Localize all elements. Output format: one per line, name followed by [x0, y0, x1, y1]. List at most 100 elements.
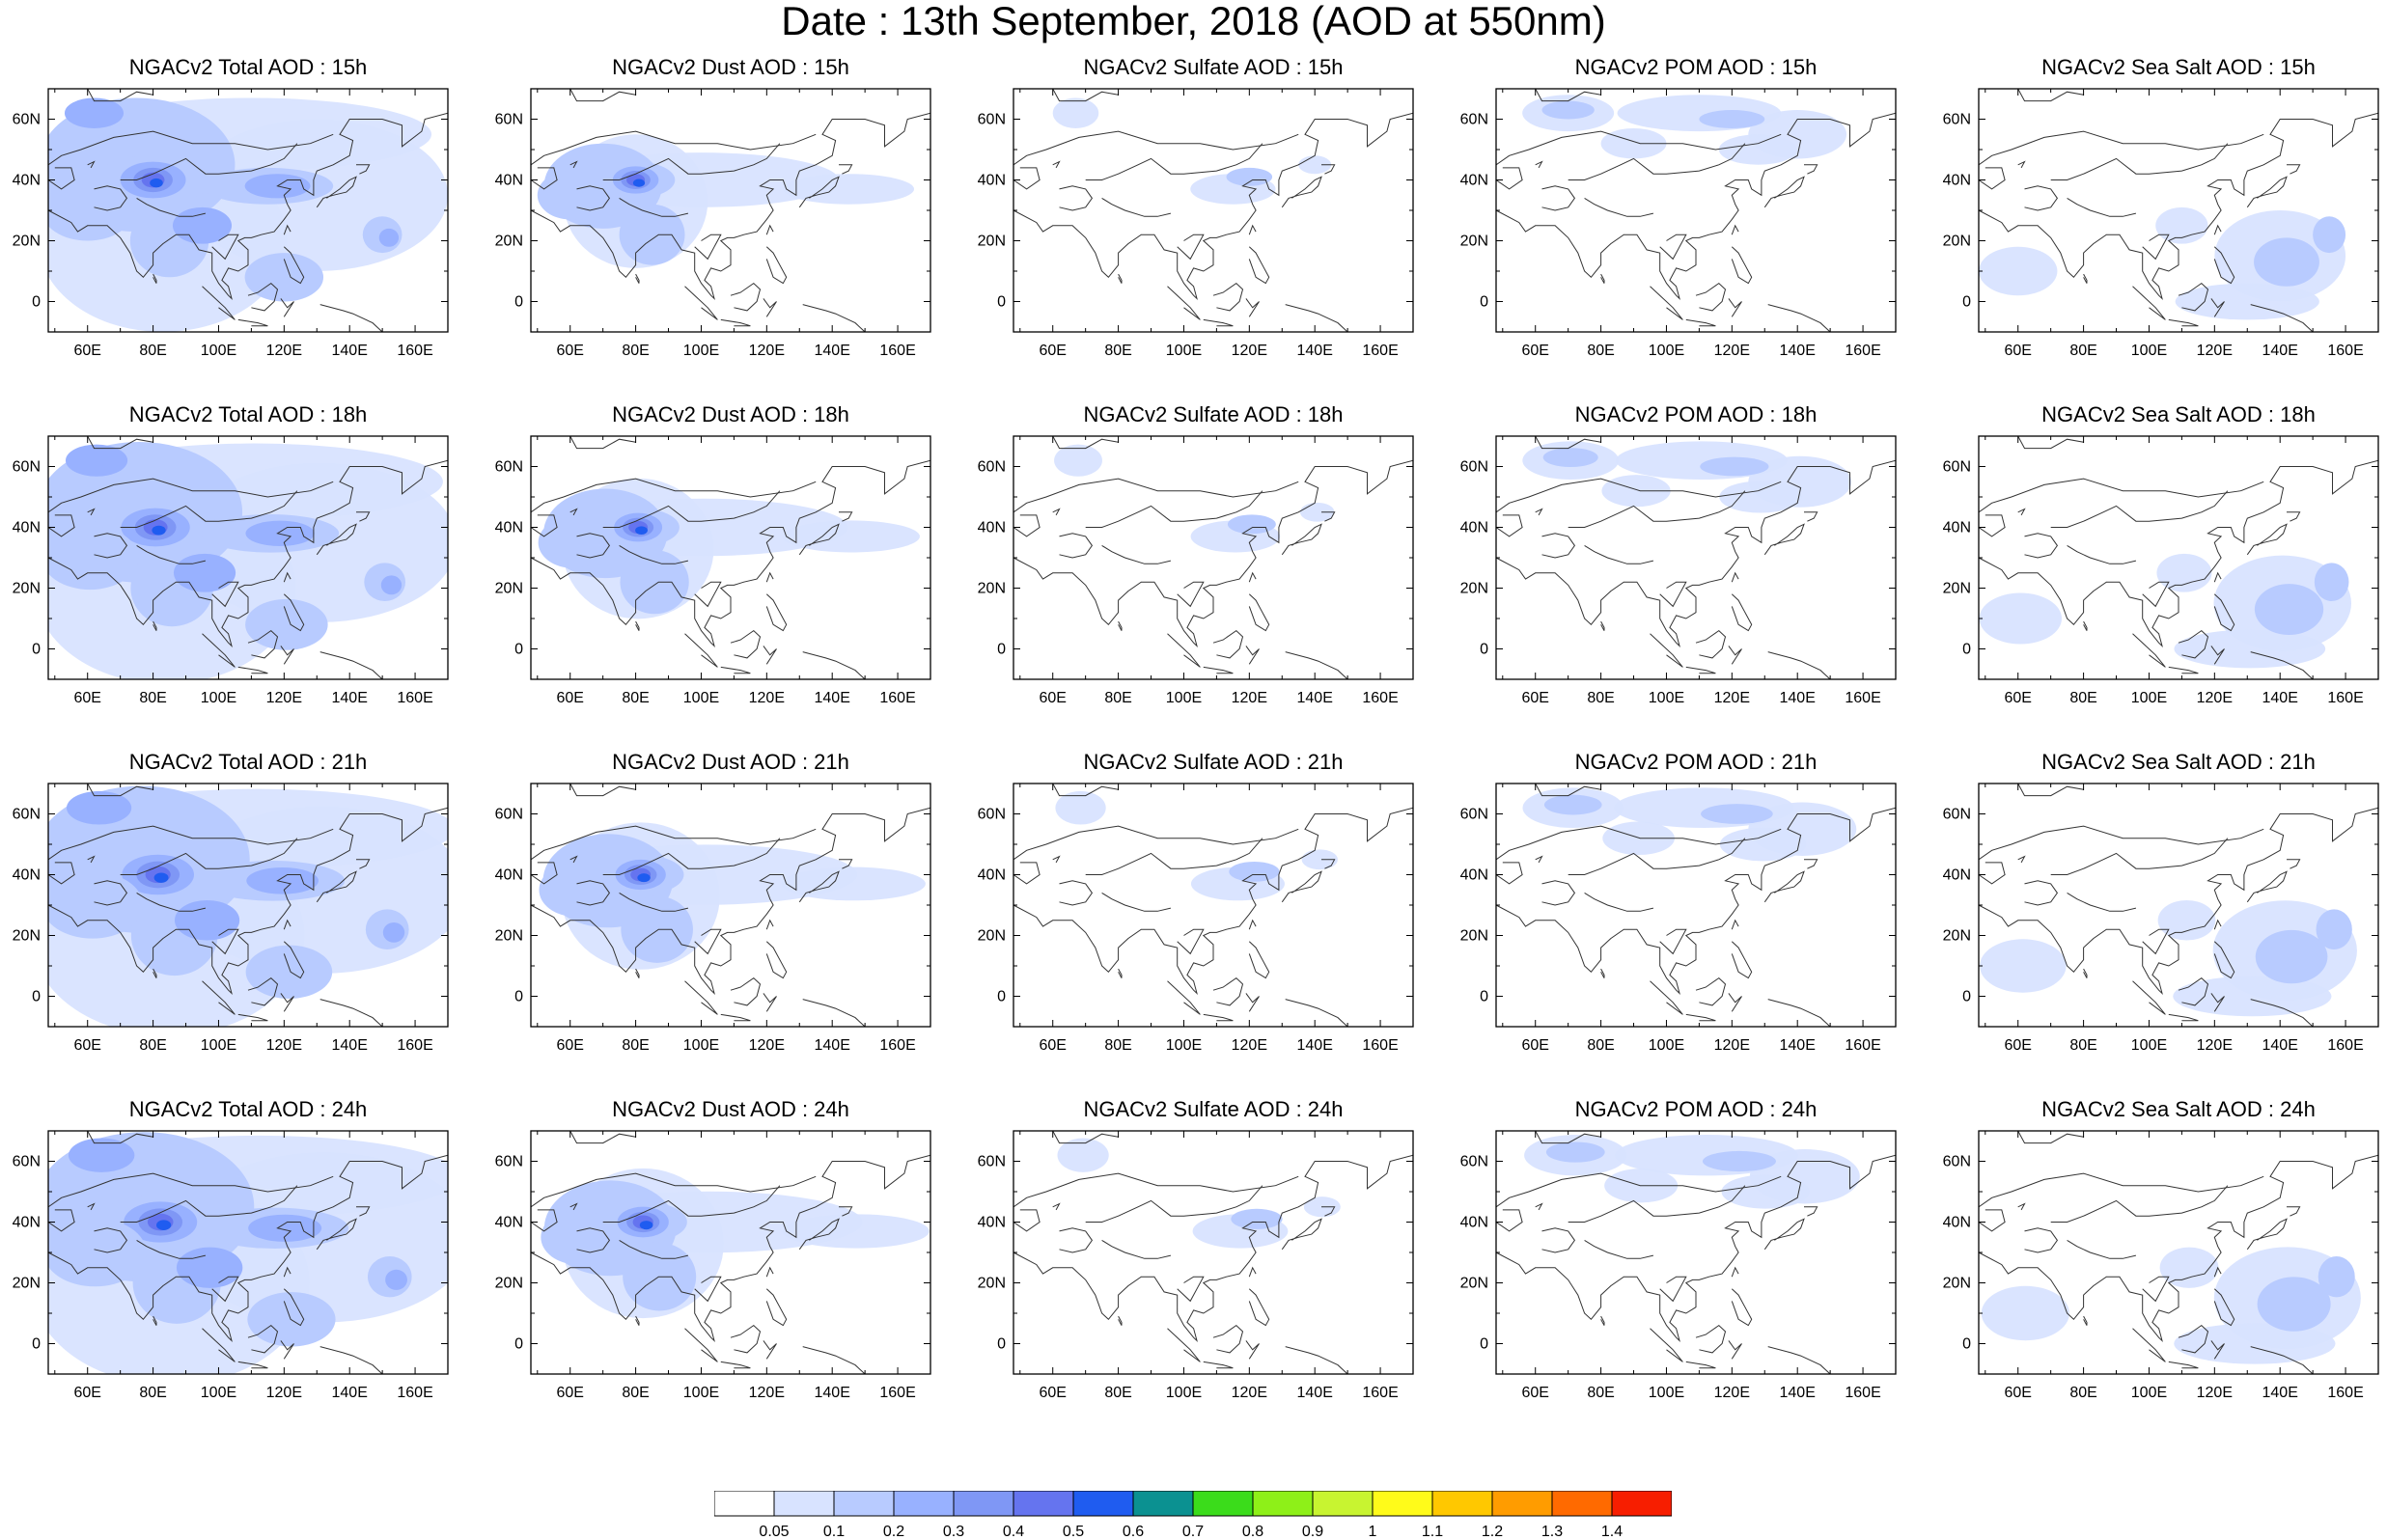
aod-contour-region [781, 866, 926, 901]
aod-contour-region [637, 873, 651, 883]
aod-contour-region [1721, 1174, 1810, 1209]
coastline-segment [2024, 533, 2059, 559]
lat-tick-label: 60N [13, 459, 41, 476]
lon-tick-label: 140E [332, 1385, 368, 1401]
lat-tick-label: 40N [495, 867, 523, 884]
lat-tick-label: 60N [978, 1154, 1006, 1170]
lon-tick-label: 100E [1166, 690, 1202, 706]
lat-tick-label: 20N [1460, 234, 1488, 250]
coastline-segment [2050, 143, 2229, 180]
lat-tick-label: 20N [495, 1276, 523, 1292]
aod-contour-region [1702, 1150, 1776, 1172]
lon-tick-label: 140E [2262, 1037, 2298, 1054]
colorbar-label: 0.5 [1063, 1524, 1084, 1539]
coastline-segment [2213, 941, 2235, 979]
coastline-segment [1496, 825, 1782, 861]
coastline-segment [1659, 234, 1687, 261]
aod-contour-region [1981, 1285, 2069, 1341]
coastline-segment [531, 1209, 558, 1232]
panel-title: NGACv2 Sulfate AOD : 15h [1083, 55, 1344, 79]
aod-contour-region [639, 1221, 653, 1230]
coastline-segment [2083, 968, 2088, 978]
lon-tick-label: 60E [1521, 343, 1548, 359]
colorbar-box [893, 1491, 955, 1517]
coastline-segment [720, 1013, 751, 1022]
coastline-segment [283, 246, 305, 285]
coastline-segment [48, 862, 75, 885]
aod-contour-region [2175, 283, 2319, 320]
aod-contour-region [245, 945, 333, 1000]
lon-tick-label: 140E [815, 1385, 850, 1401]
coastline-segment [2132, 980, 2166, 1015]
coastline-segment [1285, 1346, 1348, 1374]
colorbar-box [1551, 1491, 1613, 1517]
map-panel: NGACv2 Total AOD : 18h 60E 80E 100E 120E 140E… [6, 403, 456, 714]
coastline-segment [1245, 993, 1260, 1012]
lon-tick-label: 160E [2327, 690, 2363, 706]
coastline-segment [1695, 282, 1727, 312]
aod-contour-region [539, 863, 612, 917]
coastline-segment [1728, 646, 1742, 665]
coastline-segment [531, 1154, 930, 1342]
coastline-segment [1285, 999, 1348, 1027]
coastline-segment [2050, 490, 2229, 528]
lat-tick-label: 40N [1943, 520, 1971, 536]
lon-tick-label: 120E [1232, 1037, 1267, 1054]
coastline-segment [120, 143, 298, 180]
coastline-segment [531, 459, 930, 647]
lon-tick-label: 120E [1232, 343, 1267, 359]
coastline-segment [2287, 859, 2301, 869]
coastline-segment [1685, 666, 1716, 674]
aod-contour-region [380, 575, 402, 595]
lon-tick-label: 80E [2069, 1385, 2096, 1401]
coastline-segment [283, 1266, 291, 1278]
lat-tick-label: 20N [978, 581, 1006, 597]
coastline-segment [1568, 838, 1746, 875]
aod-field [1052, 97, 1332, 205]
lon-tick-label: 120E [266, 1037, 302, 1054]
lon-tick-label: 160E [879, 1385, 915, 1401]
coastline-segment [569, 1131, 636, 1144]
coastline-segment [1052, 160, 1061, 169]
coastline-segment [839, 164, 853, 175]
coastline-segment [1212, 1324, 1244, 1354]
coastline-segment [1245, 1340, 1260, 1360]
coastline-segment [1118, 273, 1123, 284]
coastline-segment [2132, 286, 2166, 320]
coastline-segment [120, 490, 298, 528]
lon-tick-label: 60E [1039, 1037, 1066, 1054]
map-panel: NGACv2 Sea Salt AOD : 21h 60E 80E 100E 120E 1… [1936, 751, 2386, 1061]
panel-title: NGACv2 Sulfate AOD : 24h [1083, 1097, 1344, 1121]
coastline-segment [1600, 273, 1605, 284]
aod-map: 60E 80E 100E 120E 140E 160E 60N 40N 20N 0 [978, 783, 1414, 1054]
aod-contour-region [1055, 790, 1106, 825]
coastline-segment [1248, 246, 1270, 285]
coastline-segment [316, 1218, 357, 1251]
coastline-segment [2017, 1202, 2026, 1211]
colorbar-box [1372, 1491, 1433, 1517]
coastline-segment [319, 999, 383, 1027]
aod-map: 60E 80E 100E 120E 140E 160E 60N 40N 20N 0 [978, 88, 1414, 359]
aod-field [1522, 441, 1852, 513]
coastline-segment [1013, 167, 1041, 190]
coastline-segment [531, 478, 817, 513]
aod-map: 60E 80E 100E 120E 140E 160E 60N 40N 20N 0 [495, 88, 931, 359]
coastline [531, 89, 930, 332]
coastline-segment [1496, 1172, 1782, 1208]
lon-tick-label: 140E [1780, 1037, 1816, 1054]
map-panel: NGACv2 Dust AOD : 15h 60E 80E 100E 120E 140E 1… [488, 56, 938, 367]
lat-tick-label: 20N [978, 1276, 1006, 1292]
lon-tick-label: 140E [332, 343, 368, 359]
colorbar-box [714, 1491, 775, 1517]
lat-tick-label: 0 [997, 642, 1006, 658]
coastline-segment [1979, 112, 2378, 300]
lon-tick-label: 120E [749, 1385, 785, 1401]
coastline-segment [1763, 523, 1805, 556]
lat-tick-label: 40N [495, 173, 523, 189]
coastline-segment [1248, 1266, 1257, 1278]
lat-tick-label: 40N [1460, 173, 1488, 189]
coastline-segment [211, 928, 239, 955]
map-panel: NGACv2 Sulfate AOD : 18h 60E 80E 100E 120E 14… [971, 403, 1421, 714]
aod-field [1981, 1247, 2361, 1364]
coastline-segment [1731, 224, 1739, 235]
